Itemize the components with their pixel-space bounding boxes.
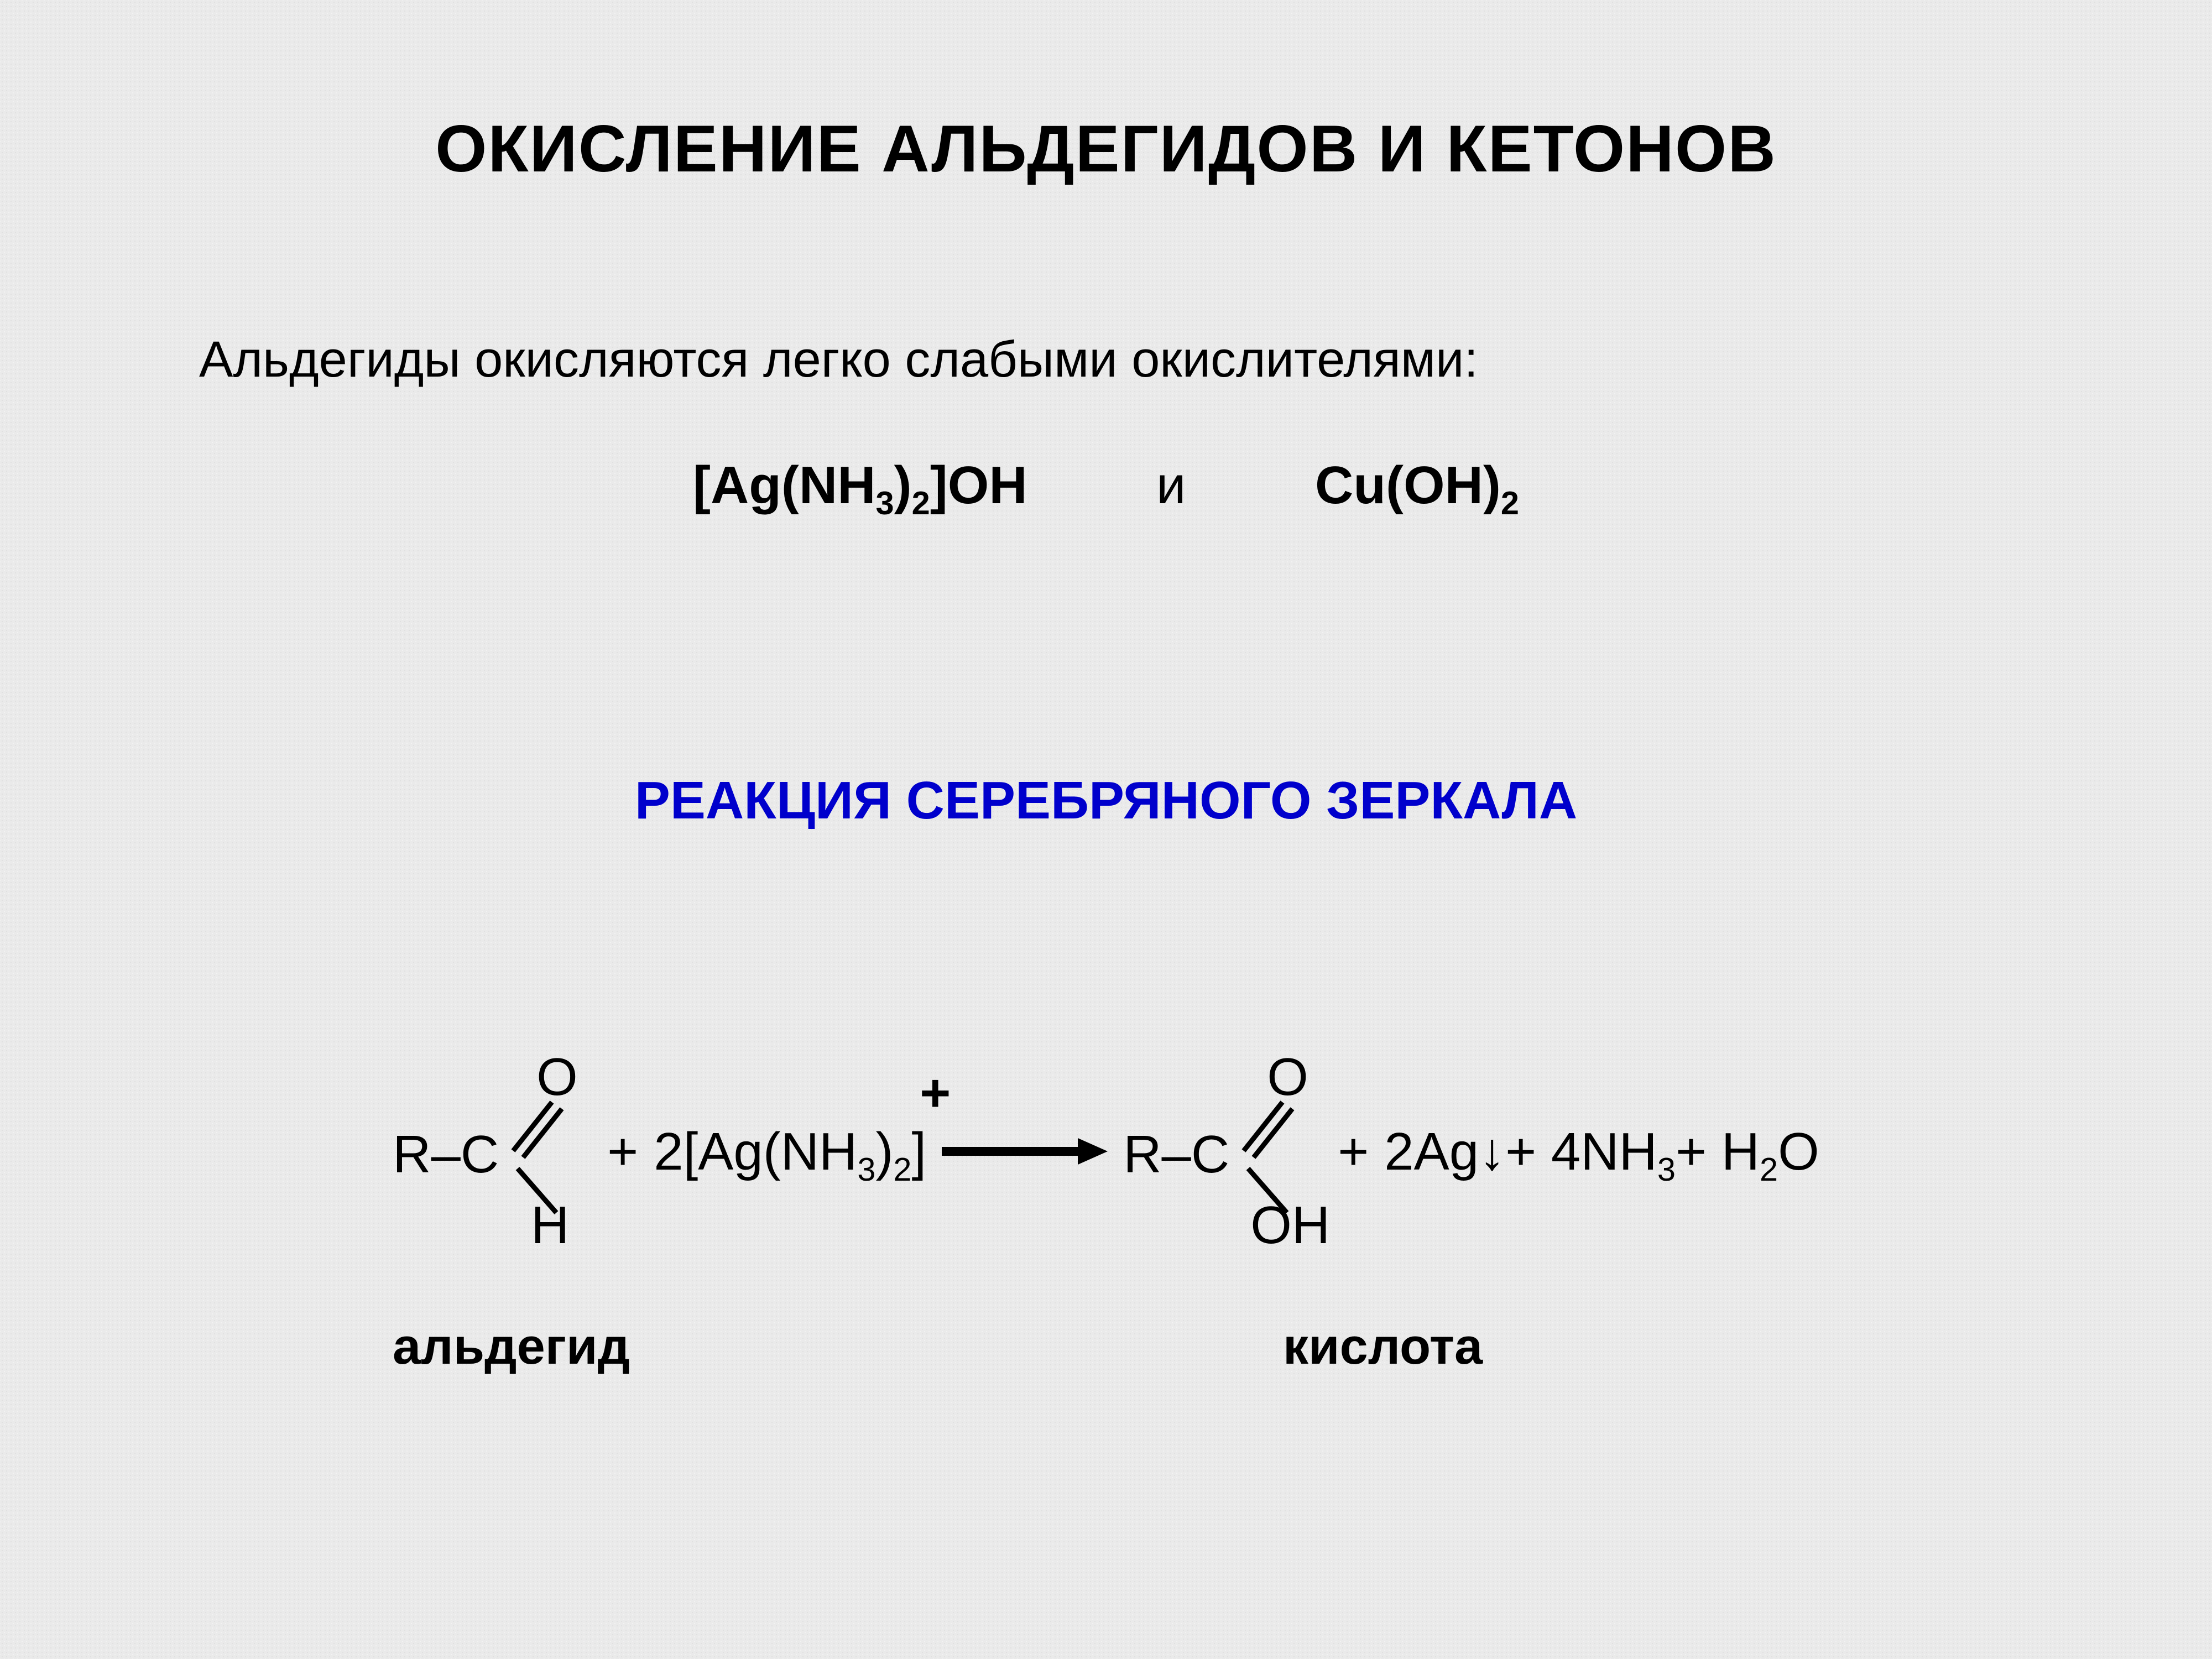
slide: ОКИСЛЕНИЕ АЛЬДЕГИДОВ И КЕТОНОВ Альдегиды… xyxy=(0,0,2212,1659)
acid-structure: R–C O OH xyxy=(1123,1063,1322,1240)
plus-sign-1: + xyxy=(607,1121,638,1182)
products-tail: 2Ag↓+ 4NH3+ H2O xyxy=(1384,1121,1819,1182)
subheading-silver-mirror: РЕАКЦИЯ СЕРЕБРЯНОГО ЗЕРКАЛА xyxy=(155,770,2057,831)
conjunction-and: и xyxy=(1156,456,1186,515)
charge-plus: + xyxy=(920,1063,951,1124)
structure-labels: альдегид кислота xyxy=(155,1318,2057,1401)
label-aldehyde: альдегид xyxy=(393,1318,630,1376)
slide-title: ОКИСЛЕНИЕ АЛЬДЕГИДОВ И КЕТОНОВ xyxy=(155,111,2057,187)
acid-bonds xyxy=(1239,1086,1317,1229)
oxidizer-cuoh2: Cu(OH)2 xyxy=(1315,456,1519,515)
acid-core: R–C xyxy=(1123,1124,1229,1185)
aldehyde-core: R–C xyxy=(393,1124,499,1185)
aldehyde-bonds xyxy=(509,1086,586,1229)
aldehyde-structure: R–C O H xyxy=(393,1063,592,1240)
reaction-equation: R–C O H + 2[Ag(NH3)2] + xyxy=(155,975,2057,1251)
oxidizer-tollens: [Ag(NH3)2]OH xyxy=(693,456,1027,515)
reaction-arrow: + xyxy=(942,1113,1108,1179)
reagent-tollens: 2[Ag(NH3)2] xyxy=(654,1121,926,1182)
label-acid: кислота xyxy=(1283,1318,1483,1376)
plus-sign-2: + xyxy=(1338,1121,1369,1182)
intro-text: Альдегиды окисляются легко слабыми окисл… xyxy=(199,331,2057,389)
oxidizers-line: [Ag(NH3)2]OH и Cu(OH)2 xyxy=(155,455,2057,516)
